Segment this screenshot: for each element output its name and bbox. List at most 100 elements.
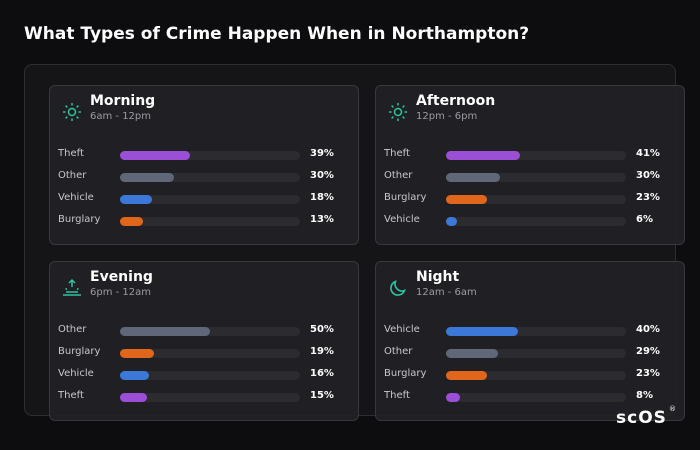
bar-row: Vehicle 16% [58, 368, 358, 382]
bar [120, 393, 147, 402]
value-label: 23% [636, 368, 660, 379]
category-label: Vehicle [384, 324, 420, 335]
value-label: 8% [636, 390, 653, 401]
category-label: Theft [58, 390, 84, 401]
panel-subtitle: 12am - 6am [416, 287, 477, 298]
bar-row: Vehicle 18% [58, 192, 358, 206]
bar-row: Vehicle 6% [384, 214, 684, 228]
bar-row: Other 29% [384, 346, 684, 360]
category-label: Burglary [384, 192, 427, 203]
registered-mark: ® [669, 405, 676, 413]
bar-row: Theft 41% [384, 148, 684, 162]
bar-row: Burglary 23% [384, 368, 684, 382]
bar-row: Burglary 19% [58, 346, 358, 360]
category-label: Burglary [58, 346, 101, 357]
value-label: 19% [310, 346, 334, 357]
value-label: 30% [636, 170, 660, 181]
bar [446, 371, 488, 380]
bar-track [120, 151, 300, 160]
moon-icon [390, 280, 406, 296]
category-label: Burglary [58, 214, 101, 225]
sun-icon [63, 103, 81, 121]
category-label: Theft [58, 148, 84, 159]
bar [120, 195, 153, 204]
bar-track [446, 393, 626, 402]
panel: Evening 6pm - 12am Other 50% Burglary 19% Ve… [49, 261, 359, 421]
bar [120, 349, 155, 358]
panel: Night 12am - 6am Vehicle 40% Other 29% Burgl… [375, 261, 685, 421]
value-label: 15% [310, 390, 334, 401]
category-label: Vehicle [384, 214, 420, 225]
category-label: Other [384, 170, 413, 181]
bar [120, 217, 144, 226]
bar-track [120, 217, 300, 226]
value-label: 18% [310, 192, 334, 203]
value-label: 40% [636, 324, 660, 335]
bar [446, 173, 500, 182]
bar-track [120, 349, 300, 358]
bar [446, 151, 520, 160]
value-label: 30% [310, 170, 334, 181]
bar-track [446, 217, 626, 226]
category-label: Burglary [384, 368, 427, 379]
panel: Afternoon 12pm - 6pm Theft 41% Other 30% Bur… [375, 85, 685, 245]
value-label: 41% [636, 148, 660, 159]
sun-icon [389, 103, 407, 121]
panel-title: Morning [90, 93, 156, 109]
category-label: Vehicle [58, 192, 94, 203]
bar-track [120, 195, 300, 204]
bar [446, 195, 488, 204]
bar [120, 173, 174, 182]
value-label: 39% [310, 148, 334, 159]
value-label: 23% [636, 192, 660, 203]
bar-row: Burglary 13% [58, 214, 358, 228]
bar-row: Other 30% [384, 170, 684, 184]
bar-track [446, 173, 626, 182]
bar-track [446, 151, 626, 160]
bar-row: Vehicle 40% [384, 324, 684, 338]
value-label: 13% [310, 214, 334, 225]
category-label: Theft [384, 390, 410, 401]
bar-row: Theft 8% [384, 390, 684, 404]
bar-row: Other 30% [58, 170, 358, 184]
logo: scOS [616, 408, 667, 428]
category-label: Other [384, 346, 413, 357]
bar [446, 327, 518, 336]
bar-track [446, 195, 626, 204]
bar-track [120, 371, 300, 380]
bar [120, 371, 149, 380]
bar [446, 393, 461, 402]
bar-track [446, 349, 626, 358]
bar-track [120, 173, 300, 182]
bar-track [120, 393, 300, 402]
value-label: 16% [310, 368, 334, 379]
bar [446, 217, 457, 226]
bar-track [446, 327, 626, 336]
bar [120, 327, 210, 336]
bar-row: Burglary 23% [384, 192, 684, 206]
category-label: Other [58, 170, 87, 181]
value-label: 50% [310, 324, 334, 335]
bar-row: Theft 39% [58, 148, 358, 162]
value-label: 6% [636, 214, 653, 225]
panel-title: Evening [90, 269, 153, 285]
panel-subtitle: 6am - 12pm [90, 111, 152, 122]
bar-row: Theft 15% [58, 390, 358, 404]
bar-track [120, 327, 300, 336]
bar [446, 349, 499, 358]
category-label: Other [58, 324, 87, 335]
page-title: What Types of Crime Happen When in North… [24, 24, 530, 44]
category-label: Vehicle [58, 368, 94, 379]
category-label: Theft [384, 148, 410, 159]
bar-track [446, 371, 626, 380]
bar-row: Other 50% [58, 324, 358, 338]
value-label: 29% [636, 346, 660, 357]
panel-title: Afternoon [416, 93, 496, 109]
panel: Morning 6am - 12pm Theft 39% Other 30% Vehic… [49, 85, 359, 245]
sunset-icon [63, 278, 81, 296]
panel-title: Night [416, 269, 460, 285]
panel-subtitle: 12pm - 6pm [416, 111, 478, 122]
panel-subtitle: 6pm - 12am [90, 287, 152, 298]
